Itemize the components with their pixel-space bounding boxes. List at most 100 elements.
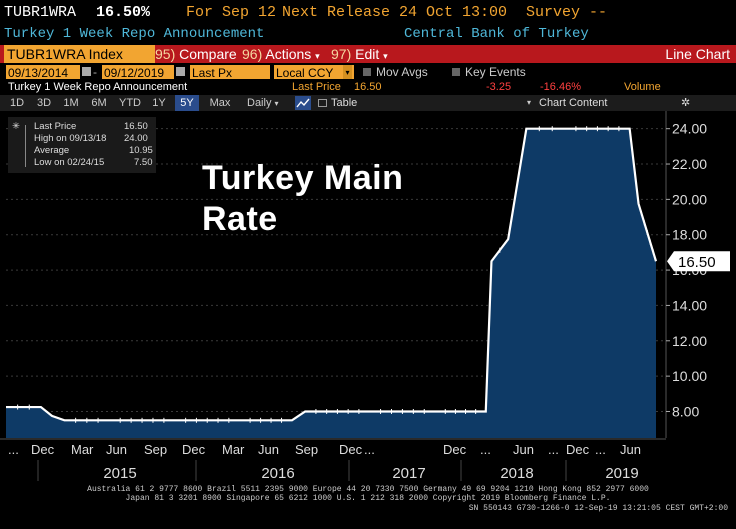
end-date-field[interactable]: 09/12/2019 <box>102 65 174 80</box>
x-month-label: Dec <box>31 442 55 457</box>
edit-label: Edit <box>355 46 380 62</box>
date-separator: - <box>93 65 97 79</box>
actions-button[interactable]: 96) Actions ▾ <box>242 45 320 63</box>
compare-label: Compare <box>179 46 237 62</box>
period-bar: 1D 3D 1M 6M YTD 1Y 5Y Max Daily ▾ Table ▾ Chart… <box>0 95 736 111</box>
footer-line2: Japan 81 3 3201 8900 Singapore 65 6212 1… <box>125 494 611 503</box>
info-bar: Turkey 1 Week Repo Announcement Last Pri… <box>0 81 736 94</box>
x-month-label: Sep <box>144 442 167 457</box>
legend-average-label: Average <box>34 145 70 156</box>
overlay-title: Turkey Main Rate <box>202 158 403 240</box>
x-month-label: ... <box>8 442 19 457</box>
x-month-label: Dec <box>339 442 363 457</box>
chart-content-button[interactable]: Chart Content <box>539 97 608 109</box>
chevron-down-icon[interactable]: ▾ <box>343 65 352 79</box>
settings-bar: 09/13/2014 - 09/12/2019 Last Px Local CC… <box>0 64 736 80</box>
mov-avgs-checkbox[interactable] <box>363 68 371 76</box>
period-max[interactable]: Max <box>209 97 231 109</box>
footer-line1: Australia 61 2 9777 8600 Brazil 5511 239… <box>87 485 649 494</box>
y-tick-label: 10.00 <box>672 368 707 384</box>
x-month-label: Mar <box>222 442 245 457</box>
period-1m[interactable]: 1M <box>63 97 79 109</box>
calendar-icon[interactable] <box>82 67 91 76</box>
legend-average: Average 10.95 <box>8 145 156 156</box>
source: Central Bank of Turkey <box>404 26 589 42</box>
legend-box[interactable]: ✳ Last Price 16.50 High on 09/13/18 24.0… <box>8 117 156 173</box>
actions-label: Actions <box>265 46 312 62</box>
for-date: For Sep 12 <box>186 4 277 21</box>
last-price-label: Last Price <box>292 81 341 93</box>
x-month-label: ... <box>595 442 606 457</box>
ticker[interactable]: TUBR1WRA <box>4 4 77 21</box>
frequency-label: Daily <box>247 97 272 109</box>
y-tick-label: 22.00 <box>672 156 707 172</box>
security-field[interactable]: TUBR1WRA Index <box>4 45 155 63</box>
key-events-label: Key Events <box>465 65 526 79</box>
compare-key: 95) <box>155 46 176 62</box>
period-3d[interactable]: 3D <box>36 97 52 109</box>
x-month-label: Sep <box>295 442 318 457</box>
x-year-label: 2017 <box>392 465 425 481</box>
area-fill <box>6 128 656 439</box>
x-month-label: Mar <box>71 442 94 457</box>
chart-type[interactable]: Line Chart <box>665 46 730 62</box>
period-1y[interactable]: 1Y <box>152 97 166 109</box>
rate-line <box>6 127 658 422</box>
x-month-label: Jun <box>258 442 279 457</box>
currency-field[interactable]: Local CCY <box>274 65 354 80</box>
x-year-label: 2015 <box>103 465 136 481</box>
legend-low-label: Low on 02/24/15 <box>34 157 105 168</box>
y-axis: 8.0010.0012.0014.0016.0018.0020.0022.002… <box>665 111 730 438</box>
survey: Survey -- <box>526 4 608 21</box>
chevron-down-icon: ▾ <box>383 51 388 61</box>
next-release: Next Release 24 Oct 13:00 <box>282 4 508 21</box>
chart-content-icon[interactable]: ▾ <box>527 98 532 107</box>
x-month-label: Jun <box>106 442 127 457</box>
footer-line3: SN 550143 G730-1266-0 12-Sep-19 13:21:05… <box>468 504 728 513</box>
chevron-down-icon: ▾ <box>315 51 320 61</box>
gear-icon[interactable]: ✲ <box>681 97 691 109</box>
last-value-tag <box>667 251 730 272</box>
frequency-select[interactable]: Daily ▾ <box>247 95 279 111</box>
period-1d[interactable]: 1D <box>9 97 25 109</box>
series-name: Turkey 1 Week Repo Announcement <box>4 26 265 42</box>
period-6m[interactable]: 6M <box>91 97 107 109</box>
rate-chart: 8.0010.0012.0014.0016.0018.0020.0022.002… <box>0 111 730 481</box>
legend-last-label: Last Price <box>34 121 77 132</box>
legend-high-label: High on 09/13/18 <box>34 133 107 144</box>
actions-key: 96) <box>242 46 263 62</box>
edit-button[interactable]: 97) Edit ▾ <box>331 45 388 63</box>
x-year-label: 2016 <box>261 465 294 481</box>
y-tick-label: 14.00 <box>672 297 707 313</box>
y-tick-label: 12.00 <box>672 333 707 349</box>
x-month-label: Jun <box>513 442 534 457</box>
table-button[interactable]: Table <box>331 97 358 109</box>
line-chart-icon[interactable] <box>295 96 311 110</box>
x-month-label: Dec <box>182 442 206 457</box>
period-ytd[interactable]: YTD <box>119 97 141 109</box>
calendar-icon[interactable] <box>176 67 185 76</box>
period-5y[interactable]: 5Y <box>175 95 199 111</box>
ticker-bar: TUBR1WRA 16.50% For Sep 12 Next Release … <box>0 0 736 26</box>
x-month-label: ... <box>364 442 375 457</box>
overlay-title-line1: Turkey Main <box>202 159 404 197</box>
key-events-checkbox[interactable] <box>452 68 460 76</box>
last-value-label: 16.50 <box>678 254 716 271</box>
x-month-label: ... <box>480 442 491 457</box>
table-icon[interactable] <box>318 99 327 107</box>
toolbar: TUBR1WRA Index 95) Compare 96) Actions ▾… <box>0 45 736 63</box>
y-tick-label: 24.00 <box>672 121 707 137</box>
last-price-value: 16.50 <box>354 81 382 93</box>
start-date-field[interactable]: 09/13/2014 <box>6 65 80 80</box>
change-value: -3.25 <box>486 81 512 93</box>
price-field[interactable]: Last Px <box>190 65 270 80</box>
description-bar: Turkey 1 Week Repo Announcement Central … <box>0 26 736 43</box>
chevron-down-icon: ▾ <box>274 99 279 108</box>
x-year-label: 2018 <box>500 465 533 481</box>
x-month-label: ... <box>548 442 559 457</box>
x-axis: ... Dec Mar Jun Sep Dec Mar Jun Sep Dec... Dec... J… <box>0 438 666 481</box>
mov-avgs-label: Mov Avgs <box>376 65 428 79</box>
legend-low: Low on 02/24/15 7.50 <box>8 157 156 168</box>
compare-button[interactable]: 95) Compare <box>155 45 237 63</box>
x-year-label: 2019 <box>605 465 638 481</box>
